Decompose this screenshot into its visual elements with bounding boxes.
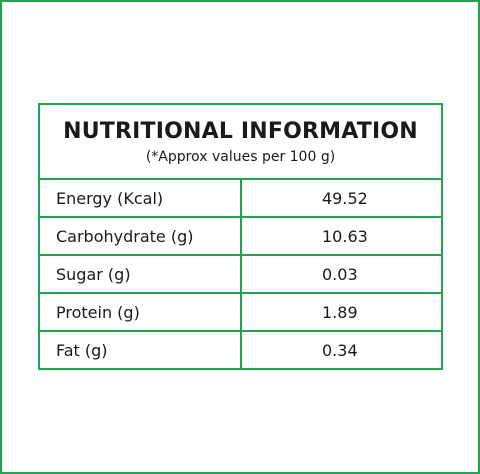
nutrient-name: Fat (g) — [40, 330, 242, 368]
nutrition-table: Energy (Kcal) 49.52 Carbohydrate (g) 10.63 S… — [40, 180, 441, 368]
table-row: Fat (g) 0.34 — [40, 330, 441, 368]
nutrient-name: Energy (Kcal) — [40, 180, 242, 217]
table-row: Sugar (g) 0.03 — [40, 254, 441, 293]
nutrient-value: 1.89 — [241, 292, 441, 331]
nutrient-value: 0.34 — [241, 330, 441, 368]
table-row: Carbohydrate (g) 10.63 — [40, 216, 441, 255]
subtitle: (*Approx values per 100 g) — [145, 149, 336, 165]
nutrient-value: 10.63 — [241, 216, 441, 255]
nutrient-name: Protein (g) — [40, 292, 242, 331]
nutrient-name: Carbohydrate (g) — [40, 216, 242, 255]
table-row: Energy (Kcal) 49.52 — [40, 180, 441, 217]
nutrient-value: 49.52 — [322, 188, 368, 208]
nutrition-card: NUTRITIONAL INFORMATION (*Approx values … — [38, 103, 443, 370]
nutrient-value: 0.03 — [241, 254, 441, 293]
table-row: Protein (g) 1.89 — [40, 292, 441, 331]
nutrient-name: Sugar (g) — [40, 254, 242, 293]
header: NUTRITIONAL INFORMATION (*Approx values … — [40, 105, 441, 180]
title: NUTRITIONAL INFORMATION — [63, 119, 418, 144]
